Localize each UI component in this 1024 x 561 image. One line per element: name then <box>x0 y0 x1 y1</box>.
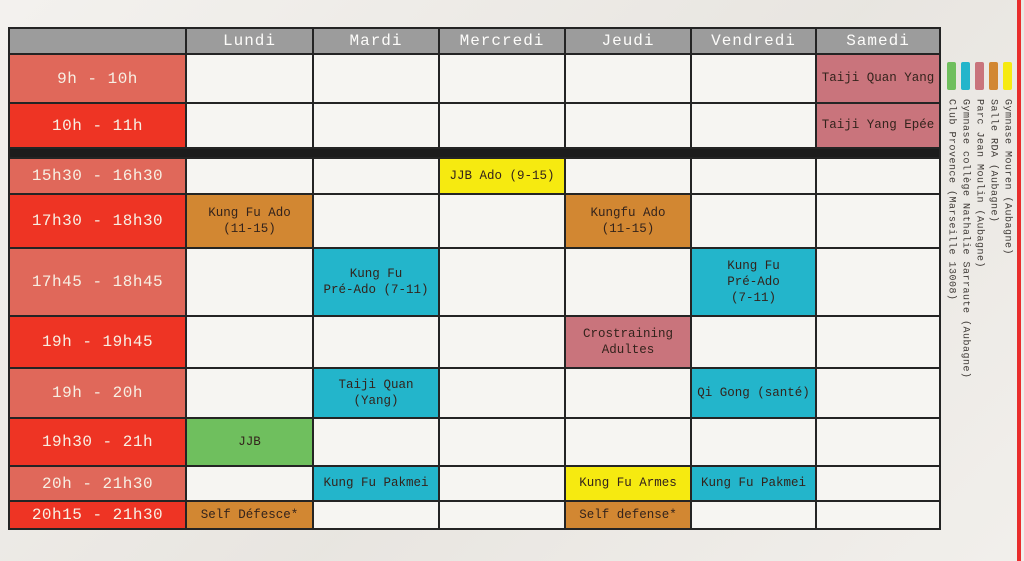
day-header-samedi: Samedi <box>817 29 939 53</box>
legend-item-club_provence: Club Provence (Marseille 13008) <box>945 62 957 379</box>
empty-cell <box>314 104 438 147</box>
empty-cell <box>187 369 312 417</box>
class-cell-kung-fu-pre-ado-7-11: Kung Fu Pré-Ado (7-11) <box>692 249 815 315</box>
empty-cell <box>692 317 815 367</box>
class-cell-self-defesce: Self Défesce* <box>187 502 312 528</box>
empty-cell <box>440 419 564 465</box>
empty-cell <box>440 317 564 367</box>
class-cell-taiji-quan-yang: Taiji Quan (Yang) <box>314 369 438 417</box>
legend-label-gymnase_mouren: Gymnase Mouren (Aubagne) <box>1001 99 1013 256</box>
empty-cell <box>566 159 690 193</box>
class-cell-self-defense: Self defense* <box>566 502 690 528</box>
class-cell-taiji-yang-epee: Taiji Yang Epée <box>817 104 939 147</box>
empty-cell <box>692 502 815 528</box>
empty-cell <box>566 104 690 147</box>
empty-cell <box>440 104 564 147</box>
empty-cell <box>314 502 438 528</box>
class-cell-kungfu-ado-11-15: Kungfu Ado (11-15) <box>566 195 690 247</box>
legend-swatch-gymnase_mouren <box>1002 62 1012 90</box>
empty-cell <box>817 249 939 315</box>
empty-cell <box>817 502 939 528</box>
legend-item-college_sarraute: Gymnase collège Nathalie Sarraute (Aubag… <box>959 62 971 379</box>
legend-swatch-college_sarraute <box>960 62 970 90</box>
legend-label-club_provence: Club Provence (Marseille 13008) <box>945 99 957 301</box>
location-legend: Club Provence (Marseille 13008) Gymnase c… <box>945 62 1013 379</box>
empty-cell <box>187 104 312 147</box>
empty-cell <box>314 419 438 465</box>
empty-cell <box>187 55 312 102</box>
class-cell-jjb: JJB <box>187 419 312 465</box>
empty-cell <box>817 467 939 500</box>
empty-cell <box>187 249 312 315</box>
empty-cell <box>314 159 438 193</box>
time-slot-20h15-21h30: 20h15 - 21h30 <box>10 502 185 528</box>
empty-cell <box>817 419 939 465</box>
day-header-vendredi: Vendredi <box>692 29 815 53</box>
empty-cell <box>566 55 690 102</box>
empty-cell <box>566 369 690 417</box>
legend-swatch-parc_jean_moulin <box>974 62 984 90</box>
legend-swatch-salle_rda <box>988 62 998 90</box>
empty-cell <box>187 317 312 367</box>
timetable-corner-cell <box>10 29 185 53</box>
empty-cell <box>566 249 690 315</box>
empty-cell <box>692 55 815 102</box>
empty-cell <box>566 419 690 465</box>
empty-cell <box>692 195 815 247</box>
class-cell-taiji-quan-yang: Taiji Quan Yang <box>817 55 939 102</box>
empty-cell <box>440 195 564 247</box>
day-header-mercredi: Mercredi <box>440 29 564 53</box>
empty-cell <box>692 159 815 193</box>
red-edge-rule <box>1017 0 1021 561</box>
empty-cell <box>187 467 312 500</box>
empty-cell <box>692 419 815 465</box>
empty-cell <box>314 195 438 247</box>
empty-cell <box>314 55 438 102</box>
legend-label-parc_jean_moulin: Parc Jean Moulin (Aubagne) <box>973 99 985 269</box>
section-divider <box>10 149 939 157</box>
legend-item-gymnase_mouren: Gymnase Mouren (Aubagne) <box>1001 62 1013 379</box>
class-cell-kung-fu-ado-11-15: Kung Fu Ado (11-15) <box>187 195 312 247</box>
empty-cell <box>817 317 939 367</box>
empty-cell <box>692 104 815 147</box>
empty-cell <box>440 502 564 528</box>
time-slot-10h-11h: 10h - 11h <box>10 104 185 147</box>
timetable: Lundi Mardi Mercredi Jeudi Vendredi Samedi 9h … <box>8 27 941 530</box>
time-slot-20h-21h30: 20h - 21h30 <box>10 467 185 500</box>
empty-cell <box>314 317 438 367</box>
empty-cell <box>440 249 564 315</box>
empty-cell <box>440 55 564 102</box>
class-cell-kung-fu-pakmei: Kung Fu Pakmei <box>692 467 815 500</box>
class-cell-qi-gong-sante: Qi Gong (santé) <box>692 369 815 417</box>
time-slot-17h30-18h30: 17h30 - 18h30 <box>10 195 185 247</box>
time-slot-15h30-16h30: 15h30 - 16h30 <box>10 159 185 193</box>
time-slot-17h45-18h45: 17h45 - 18h45 <box>10 249 185 315</box>
legend-item-salle_rda: Salle RDA (Aubagne) <box>987 62 999 379</box>
day-header-mardi: Mardi <box>314 29 438 53</box>
class-cell-jjb-ado-9-15: JJB Ado (9-15) <box>440 159 564 193</box>
empty-cell <box>187 159 312 193</box>
legend-item-parc_jean_moulin: Parc Jean Moulin (Aubagne) <box>973 62 985 379</box>
time-slot-19h30-21h: 19h30 - 21h <box>10 419 185 465</box>
empty-cell <box>817 159 939 193</box>
day-header-jeudi: Jeudi <box>566 29 690 53</box>
time-slot-19h-19h45: 19h - 19h45 <box>10 317 185 367</box>
time-slot-19h-20h: 19h - 20h <box>10 369 185 417</box>
class-cell-kung-fu-armes: Kung Fu Armes <box>566 467 690 500</box>
class-cell-crostraining-adultes: Crostraining Adultes <box>566 317 690 367</box>
time-slot-9h-10h: 9h - 10h <box>10 55 185 102</box>
empty-cell <box>817 369 939 417</box>
empty-cell <box>817 195 939 247</box>
legend-swatch-club_provence <box>946 62 956 90</box>
day-header-lundi: Lundi <box>187 29 312 53</box>
empty-cell <box>440 467 564 500</box>
legend-label-college_sarraute: Gymnase collège Nathalie Sarraute (Aubag… <box>959 99 971 379</box>
class-cell-kung-fu-pre-ado-7-11: Kung Fu Pré-Ado (7-11) <box>314 249 438 315</box>
legend-label-salle_rda: Salle RDA (Aubagne) <box>987 99 999 223</box>
empty-cell <box>440 369 564 417</box>
class-cell-kung-fu-pakmei: Kung Fu Pakmei <box>314 467 438 500</box>
